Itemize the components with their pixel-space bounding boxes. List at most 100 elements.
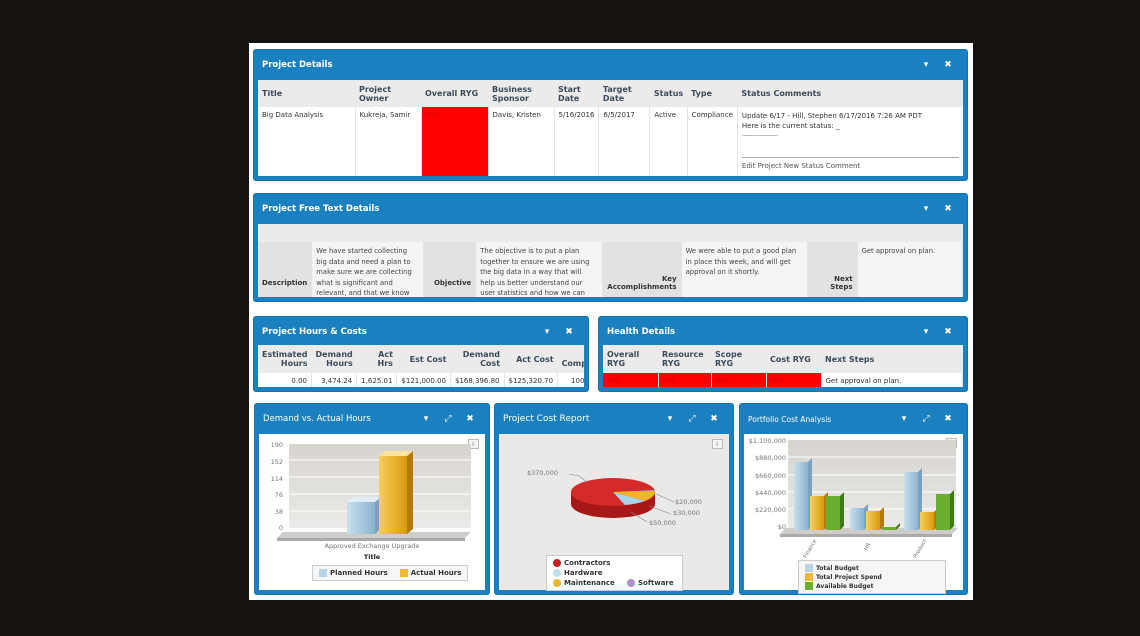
col-header: Title (258, 80, 355, 107)
pie-label: $20,000 (675, 498, 702, 506)
demand-bar-chart (277, 444, 471, 541)
y-tick: $220,000 (754, 506, 786, 514)
expand-icon[interactable]: ⤢ (688, 414, 696, 424)
legend-label: Total Project Spend (816, 573, 882, 581)
legend-label: Planned Hours (330, 569, 388, 577)
value-cell: 3,474.24 (311, 373, 358, 387)
comment-line: Here is the current status: _ (741, 122, 840, 130)
close-icon[interactable]: ✖ (565, 327, 573, 337)
demand-chart-panel: Demand vs. Actual Hours ▾ ⤢ ✖ ⇩ (255, 404, 489, 594)
project-details-panel: Project Details ▾ ✖ Title Project Owner … (254, 50, 967, 180)
type-cell: Compliance (687, 107, 738, 176)
value-cell: 1,625.01 (356, 373, 398, 387)
collapse-icon[interactable]: ▾ (901, 414, 907, 424)
close-icon[interactable]: ✖ (944, 414, 952, 424)
expand-icon[interactable]: ⤢ (444, 414, 452, 424)
status-cell: Active (649, 107, 688, 176)
x-axis-title: Title (363, 553, 381, 561)
panel-title: Portfolio Cost Analysis (748, 414, 832, 424)
new-status-comment-link[interactable]: New Status Comment (783, 162, 861, 170)
export-icon[interactable]: ⇩ (712, 439, 723, 449)
next-steps-cell: Get approval on plan. (821, 373, 963, 387)
y-tick: 38 (274, 508, 283, 516)
collapse-icon[interactable]: ▾ (544, 327, 550, 337)
panel-title: Health Details (607, 327, 676, 337)
y-tick: $0 (777, 523, 786, 531)
collapse-icon[interactable]: ▾ (423, 414, 429, 424)
col-header: Target Date (598, 80, 650, 107)
col-header: Scope RYG (711, 345, 766, 373)
value-cell: 0.00 (258, 373, 313, 387)
close-icon[interactable]: ✖ (944, 204, 952, 214)
ryg-cell: Red (421, 107, 489, 176)
portfolio-bar-chart (780, 440, 958, 537)
pie-label: $30,000 (673, 509, 700, 517)
legend-item: Actual Hours (399, 569, 461, 577)
collapse-icon[interactable]: ▾ (923, 327, 929, 337)
status-comments-cell: Update 6/17 - Hill, Stephen 6/17/2016 7:… (737, 107, 963, 176)
accomplishments-label: Key Accomplishments (602, 242, 682, 297)
value-cell: $125,320.70 (504, 373, 559, 387)
accomplishments-text: We were able to put a good plan in place… (681, 242, 808, 297)
sponsor-cell: Davis, Kristen (488, 107, 555, 176)
project-details-table: Title Project Owner Overall RYG Business… (258, 80, 963, 176)
cost-report-panel: Project Cost Report ▾ ⤢ ✖ ⇩ $3 (495, 404, 733, 594)
dashboard-page: Project Details ▾ ✖ Title Project Owner … (249, 43, 973, 600)
legend-label: Software (638, 579, 674, 587)
y-tick: $1,100,000 (748, 437, 786, 445)
cost-pie-chart (568, 473, 675, 523)
col-header: Type (687, 80, 738, 107)
chart-legend: Planned Hours Actual Hours (312, 565, 469, 581)
panel-title: Project Details (262, 60, 333, 70)
col-header: Demand Cost (450, 345, 505, 373)
legend-item: Available Budget (805, 582, 873, 590)
pie-label: $50,000 (649, 519, 676, 527)
close-icon[interactable]: ✖ (944, 60, 952, 70)
col-header: Act Cost (504, 345, 558, 373)
close-icon[interactable]: ✖ (944, 327, 952, 337)
close-icon[interactable]: ✖ (466, 414, 474, 424)
legend-label: Total Budget (816, 564, 859, 572)
y-tick: 76 (274, 491, 283, 499)
cost-ryg-cell: Red (766, 373, 822, 387)
objective-text: The objective is to put a plan together … (475, 242, 604, 297)
panel-title: Demand vs. Actual Hours (263, 414, 371, 424)
close-icon[interactable]: ✖ (710, 414, 718, 424)
legend-item: Planned Hours (319, 569, 388, 577)
expand-icon[interactable]: ⤢ (922, 414, 930, 424)
next-steps-text: Get approval on plan. (857, 242, 963, 297)
col-header: Estimated Hours (258, 345, 312, 373)
overall-ryg-cell: Red (603, 373, 659, 387)
y-tick: $880,000 (754, 454, 786, 462)
col-header: Demand Hours (311, 345, 357, 373)
chart-legend: Contractors Hardware Maintenance Softwar… (546, 555, 683, 591)
y-tick: $440,000 (754, 489, 786, 497)
col-header: Act Hrs (356, 345, 397, 373)
collapse-icon[interactable]: ▾ (923, 204, 929, 214)
collapse-icon[interactable]: ▾ (667, 414, 673, 424)
legend-item: Total Budget (805, 564, 873, 572)
col-header: % Complete (557, 345, 584, 373)
y-tick: 190 (270, 441, 283, 449)
col-header: Cost RYG (766, 345, 821, 373)
legend-label: Contractors (564, 559, 611, 567)
target-date-cell: 6/5/2017 (598, 107, 651, 176)
legend-item: Contractors (553, 559, 615, 567)
col-header: Overall RYG (603, 345, 658, 373)
panel-title: Project Free Text Details (262, 204, 380, 214)
comment-line: -------------------- (741, 133, 778, 139)
col-header: Start Date (554, 80, 599, 107)
y-tick: 0 (278, 524, 283, 532)
legend-label: Available Budget (816, 582, 874, 590)
scope-ryg-cell: Red (711, 373, 767, 387)
col-header: Resource RYG (658, 345, 711, 373)
edit-project-link[interactable]: Edit Project (741, 162, 782, 170)
col-header: Next Steps (821, 345, 963, 373)
owner-cell: Kukreja, Samir (355, 107, 422, 176)
hours-costs-panel: Project Hours & Costs ▾ ✖ Estimated Hour… (254, 317, 588, 391)
title-cell: Big Data Analysis (258, 107, 356, 176)
value-cell: $121,000.00 (396, 373, 451, 387)
legend-item: Software (627, 579, 674, 587)
collapse-icon[interactable]: ▾ (923, 60, 929, 70)
col-header: Status (649, 80, 688, 107)
